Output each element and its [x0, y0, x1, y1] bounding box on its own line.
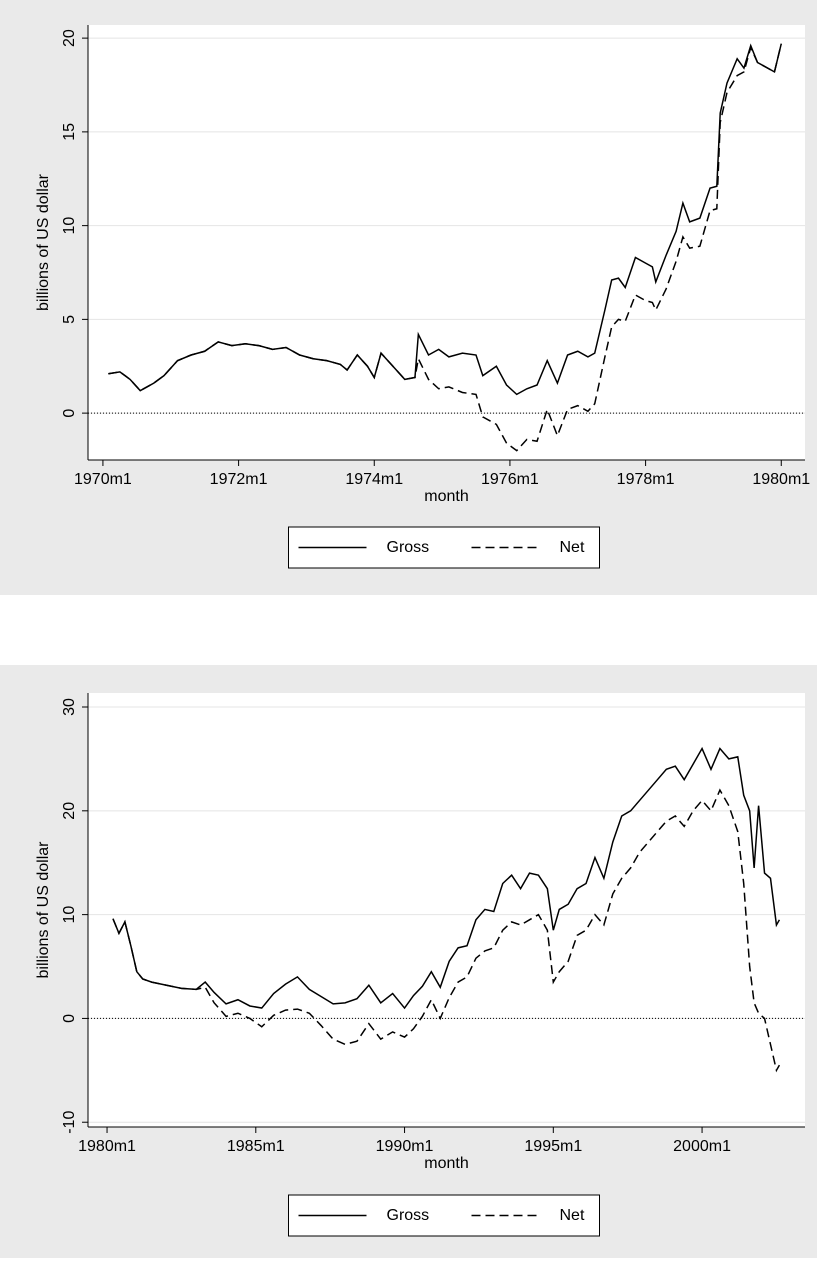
series-line: [112, 746, 781, 1010]
x-tick-label: 1990m1: [376, 1138, 434, 1155]
legend-label: Gross: [387, 1207, 430, 1224]
y-axis-title: billions of US dollar: [35, 173, 52, 311]
x-axis-title: month: [424, 488, 468, 505]
x-tick-label: 1970m1: [74, 471, 132, 488]
x-tick-label: 1978m1: [617, 471, 675, 488]
legend-label: Gross: [387, 539, 430, 556]
y-tick-label: 10: [61, 217, 78, 235]
y-tick-label: 10: [61, 906, 78, 924]
legend-label: Net: [560, 539, 585, 556]
x-tick-label: 1985m1: [227, 1138, 285, 1155]
x-tick-label: 1995m1: [524, 1138, 582, 1155]
x-tick-label: 2000m1: [673, 1138, 731, 1155]
y-axis-title: billions of US dollar: [35, 841, 52, 979]
plot-area: [88, 25, 805, 460]
x-tick-label: 1974m1: [345, 471, 403, 488]
y-tick-label: 30: [61, 698, 78, 716]
y-tick-label: 20: [61, 29, 78, 47]
y-tick-label: 15: [61, 123, 78, 141]
y-tick-label: 0: [61, 409, 78, 418]
x-tick-label: 1980m1: [78, 1138, 136, 1155]
series-line: [108, 43, 782, 452]
y-tick-label: 0: [61, 1014, 78, 1023]
legend-label: Net: [560, 1207, 585, 1224]
x-tick-label: 1980m1: [752, 471, 810, 488]
x-axis-title: month: [424, 1155, 468, 1172]
series-line: [112, 788, 781, 1073]
y-tick-label: -10: [61, 1111, 78, 1134]
y-tick-label: 20: [61, 802, 78, 820]
plot-area: [88, 693, 805, 1127]
series-line: [108, 43, 782, 396]
x-tick-label: 1972m1: [210, 471, 268, 488]
x-tick-label: 1976m1: [481, 471, 539, 488]
y-tick-label: 5: [61, 315, 78, 324]
